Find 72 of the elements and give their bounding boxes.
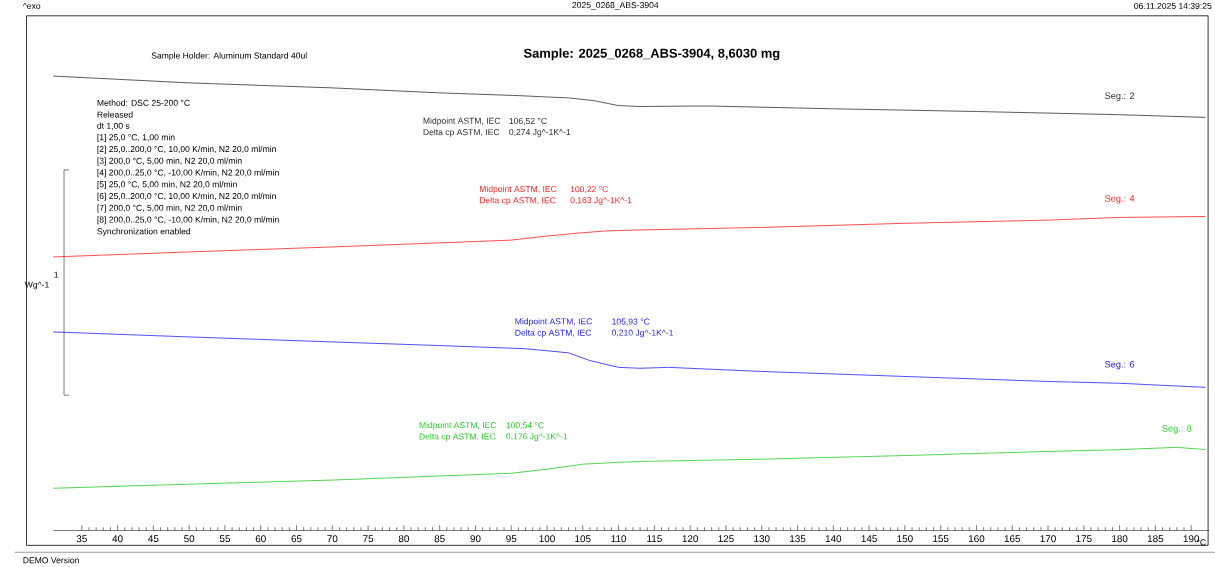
x-tick-label: 60	[255, 535, 266, 543]
x-tick-label: 125	[718, 535, 734, 543]
x-tick-label: 160	[968, 535, 985, 543]
annotation: 100,22 °C	[570, 186, 608, 194]
annotation: Delta cp ASTM, IEC	[515, 329, 592, 338]
x-tick-label: 135	[790, 535, 806, 543]
x-tick-label: 140	[825, 535, 842, 543]
x-tick-label: 115	[647, 535, 662, 543]
annotation: Midpoint ASTM, IEC	[515, 318, 593, 327]
text: °C	[1197, 539, 1206, 546]
annotation: 0,274 Jg^-1K^-1	[509, 128, 571, 137]
x-tick-label: 150	[897, 535, 913, 543]
text: ^exo	[22, 2, 41, 9]
x-tick-label: 65	[291, 535, 302, 543]
annotation: [8] 200,0..25,0 °C, -10,00 K/min, N2 20,0 ml/min	[97, 216, 279, 225]
annotation: 0,210 Jg^-1K^-1	[611, 329, 674, 338]
x-tick-label: 190	[1183, 535, 1200, 543]
series-label: Seg.: 2	[1104, 92, 1135, 101]
x-tick-label: 180	[1112, 535, 1128, 543]
x-tick-label: 105	[575, 535, 591, 543]
x-tick-label: 175	[1076, 535, 1092, 543]
annotation: 0,176 Jg^-1K^-1	[506, 433, 568, 442]
series-label: Seg.: 6	[1104, 361, 1135, 370]
annotation: Synchronization enabled	[97, 228, 191, 237]
annotation: [1] 25,0 °C, 1,00 min	[97, 133, 175, 142]
x-tick-label: 110	[611, 535, 627, 543]
x-tick-label: 130	[754, 535, 770, 543]
x-tick-label: 55	[219, 535, 231, 543]
x-tick-label: 155	[933, 535, 949, 543]
x-tick-label: 40	[112, 535, 123, 543]
x-tick-label: 165	[1004, 535, 1021, 543]
x-tick-label: 75	[363, 535, 374, 543]
annotation: 1	[54, 271, 59, 278]
annotation: [3] 200,0 °C, 5,00 min, N2 20,0 ml/min	[97, 157, 242, 166]
annotation: 100,54 °C	[506, 422, 544, 430]
annotation: [2] 25,0..200,0 °C, 10,00 K/min, N2 20,0 ml/min	[97, 145, 276, 154]
annotation: Midpoint ASTM, IEC	[423, 117, 501, 126]
chart-title: Sample: 2025_0268_ABS-3904, 8,6030 mg	[523, 48, 780, 61]
text: 06.11.2025 14:39:25	[1134, 2, 1212, 9]
series-label: Seg.: 4	[1104, 195, 1135, 204]
annotation: dt 1,00 s	[97, 122, 130, 130]
x-tick-label: 185	[1147, 535, 1164, 543]
x-tick-label: 170	[1040, 535, 1056, 543]
annotation: Midpoint ASTM, IEC	[479, 185, 557, 194]
annotation: Delta cp ASTM, IEC	[479, 197, 556, 205]
x-tick-label: 145	[861, 535, 877, 543]
annotation: Delta cp ASTM, IEC	[419, 433, 496, 442]
annotation: Released	[97, 111, 133, 118]
x-tick-label: 120	[682, 535, 699, 543]
annotation: 106,52 °C	[509, 117, 547, 126]
x-tick-label: 85	[434, 535, 445, 543]
annotation: [4] 200,0..25,0 °C, -10,00 K/min, N2 20,0 ml/min	[97, 169, 279, 178]
annotation: 105,93 °C	[612, 318, 650, 326]
x-tick-label: 80	[398, 535, 409, 543]
text: DEMO Version	[23, 556, 79, 564]
annotation: Method: DSC 25-200 °C	[97, 99, 190, 106]
annotation: [6] 25,0..200,0 °C, 10,00 K/min, N2 20,0 ml/min	[97, 192, 276, 201]
x-tick-label: 90	[470, 535, 481, 543]
x-tick-label: 95	[506, 535, 517, 543]
annotation: Delta cp ASTM, IEC	[423, 128, 500, 137]
x-tick-label: 45	[148, 535, 159, 543]
x-tick-label: 70	[327, 535, 338, 543]
annotation: [7] 200,0 °C, 5,00 min, N2 20,0 ml/min	[97, 204, 242, 213]
annotation: Midpoint ASTM, IEC	[419, 421, 497, 430]
annotation: [5] 25,0 °C, 5,00 min, N2 20,0 ml/min	[97, 181, 237, 189]
x-tick-label: 35	[76, 535, 87, 543]
x-tick-label: 100	[539, 535, 555, 543]
text: Sample Holder: Aluminum Standard 40ul	[151, 52, 307, 61]
annotation: 0,163 Jg^-1K^-1	[570, 197, 632, 205]
x-tick-label: 50	[184, 535, 195, 543]
series-label: Seg.: 8	[1162, 425, 1192, 434]
text: 2025_0268_ABS-3904	[572, 2, 659, 10]
